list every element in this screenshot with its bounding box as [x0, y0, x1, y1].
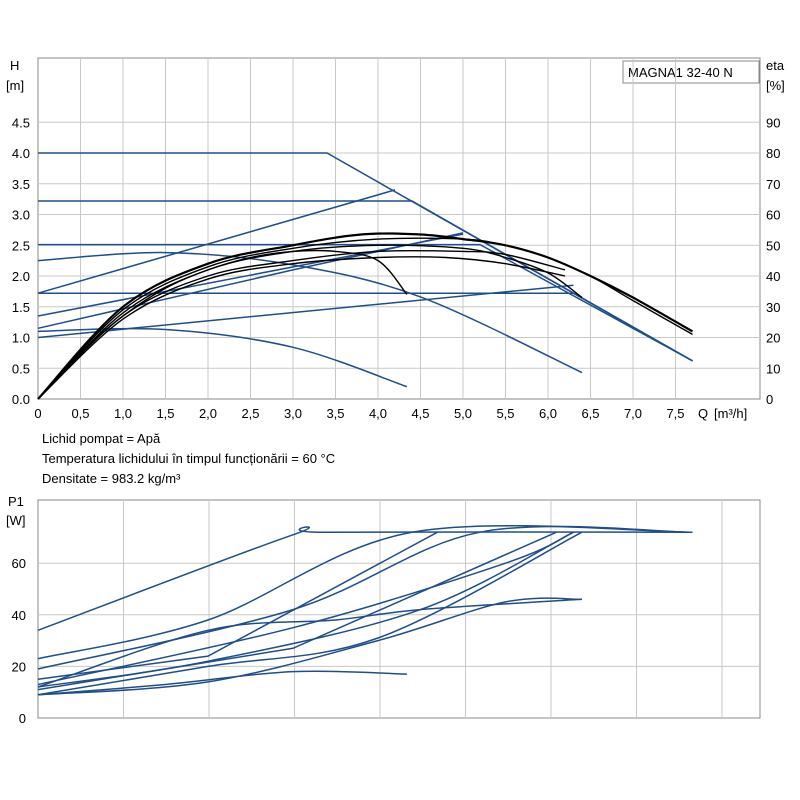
y-tick-label-head: 0.0: [12, 392, 30, 407]
y2-tick-label-eta: 20: [766, 331, 780, 346]
head-curve: [38, 292, 693, 362]
efficiency-curve: [37, 256, 566, 400]
y2-tick-label-eta: 30: [766, 300, 780, 315]
x-tick-label: 5,0: [454, 406, 472, 421]
y-tick-label-power: 60: [12, 556, 26, 571]
x-tick-label: 7,5: [666, 406, 684, 421]
y-axis-unit-power: [W]: [6, 513, 26, 528]
power-curve: [37, 531, 574, 686]
y2-axis-label-eta: eta: [766, 58, 785, 73]
x-tick-label: 6,0: [539, 406, 557, 421]
y2-tick-label-eta: 60: [766, 208, 780, 223]
efficiency-curve: [37, 249, 408, 400]
y-tick-label-power: 20: [12, 659, 26, 674]
head-curve: [38, 243, 693, 362]
y-tick-label-head: 4.5: [12, 115, 30, 130]
x-tick-label: 6,5: [581, 406, 599, 421]
head-curve: [37, 251, 583, 374]
y-tick-label-head: 0.5: [12, 361, 30, 376]
y-tick-label-head: 2.0: [12, 269, 30, 284]
model-label: MAGNA1 32-40 N: [628, 65, 733, 80]
head-curve: [37, 327, 408, 388]
y-tick-label-power: 40: [12, 608, 26, 623]
y-tick-label-head: 1.0: [12, 331, 30, 346]
model-label-box: [622, 60, 760, 84]
note-density: Densitate = 983.2 kg/m³: [42, 471, 181, 486]
head-chart: H [m] eta [%] Q [m³/h] MAGNA1 32-40 N: [6, 58, 785, 421]
y-axis-label-head: H: [10, 58, 19, 73]
chart-marks: 0 0,5 1,0 1,5 2,0 2,5 3,0 3,5 4,0 4,5 5,0 5,5 6,0 6,5…: [12, 57, 780, 726]
power-curve: [37, 598, 583, 688]
head-plot-frame: [37, 57, 761, 400]
x-tick-label: 7,0: [624, 406, 642, 421]
y2-tick-label-eta: 0: [766, 392, 773, 407]
power-curve: [37, 531, 557, 691]
y-tick-label-head: 4.0: [12, 146, 30, 161]
fluid-notes: Lichid pompat = Apă Temperatura lichidul…: [42, 431, 335, 486]
power-curve: [37, 526, 693, 632]
x-tick-label: 2,5: [241, 406, 259, 421]
note-fluid: Lichid pompat = Apă: [42, 431, 161, 446]
y2-tick-label-eta: 40: [766, 269, 780, 284]
y-tick-label-power: 0: [19, 711, 26, 726]
x-tick-label: 2,0: [199, 406, 217, 421]
x-tick-label: 1,0: [114, 406, 132, 421]
head-curve: [37, 284, 574, 339]
x-tick-label: 4,0: [369, 406, 387, 421]
y2-tick-label-eta: 50: [766, 238, 780, 253]
x-tick-label: 0,5: [71, 406, 89, 421]
efficiency-curve: [37, 237, 693, 400]
y-axis-label-power: P1: [8, 494, 24, 509]
power-plot-frame: [37, 499, 761, 719]
x-axis-label-q: Q: [698, 406, 708, 421]
x-tick-label: 4,5: [411, 406, 429, 421]
y-tick-label-head: 3.5: [12, 177, 30, 192]
power-curve: [37, 670, 407, 696]
head-curve: [38, 200, 693, 362]
efficiency-curve: [37, 232, 694, 400]
x-tick-label: 5,5: [496, 406, 514, 421]
efficiency-curve: [37, 244, 583, 400]
y-tick-label-head: 2.5: [12, 238, 30, 253]
x-axis-unit-q: [m³/h]: [714, 406, 747, 421]
y2-tick-label-eta: 70: [766, 177, 780, 192]
power-curve: [37, 525, 693, 670]
y2-tick-label-eta: 10: [766, 361, 780, 376]
power-curve: [37, 531, 583, 696]
y2-tick-label-eta: 90: [766, 115, 780, 130]
efficiency-curve: [37, 249, 566, 400]
power-curve: [37, 597, 583, 696]
head-curve: [37, 189, 396, 294]
y-tick-label-head: 1.5: [12, 300, 30, 315]
power-curve: [37, 524, 693, 660]
y-axis-unit-head: [m]: [6, 78, 24, 93]
x-tick-label: 3,5: [326, 406, 344, 421]
y-tick-label-head: 3.0: [12, 208, 30, 223]
power-curve: [37, 531, 438, 681]
y2-axis-unit-eta: [%]: [766, 78, 785, 93]
x-tick-label: 0: [34, 406, 41, 421]
y2-tick-label-eta: 80: [766, 146, 780, 161]
power-chart: P1 [W]: [6, 494, 26, 528]
note-temperature: Temperatura lichidului în timpul funcțio…: [42, 451, 335, 466]
x-tick-label: 1,5: [156, 406, 174, 421]
power-curve: [37, 531, 574, 688]
x-tick-label: 3,0: [284, 406, 302, 421]
